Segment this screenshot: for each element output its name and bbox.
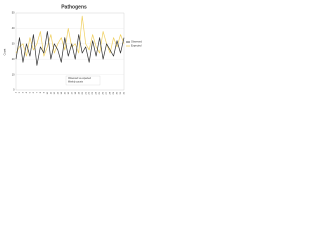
x-tick-label: 6 — [33, 91, 35, 93]
x-tick-label: 7 — [36, 91, 38, 93]
x-tick-label: 9 — [43, 91, 45, 93]
legend-label: Observed — [131, 41, 142, 44]
y-axis-label: Count — [4, 48, 7, 55]
y-tick-label: 20 — [12, 58, 15, 61]
y-tick-label: 50 — [12, 12, 15, 15]
x-tick-label: 18 — [75, 91, 77, 94]
legend-label: Expected — [131, 45, 142, 48]
x-tick-label: 24 — [96, 91, 98, 94]
y-tick-label: 30 — [12, 42, 15, 45]
x-tick-label: 30 — [117, 91, 119, 94]
x-tick-label: 12 — [54, 91, 56, 94]
x-tick-label: 19 — [78, 91, 80, 94]
chart-title: Pathogens — [61, 4, 87, 10]
annotation: Weekly counts — [68, 81, 84, 84]
x-tick-label: 31 — [120, 91, 122, 94]
x-tick-label: 8 — [40, 91, 42, 93]
x-tick-label: 4 — [26, 91, 28, 93]
x-tick-label: 10 — [47, 91, 49, 94]
x-tick-label: 20 — [82, 91, 84, 94]
x-tick-label: 21 — [85, 91, 87, 94]
x-tick-label: 15 — [64, 91, 66, 94]
x-tick-label: 27 — [106, 91, 108, 94]
x-tick-label: 23 — [92, 91, 94, 94]
annotation: Observed vs expected — [68, 77, 92, 80]
x-tick-label: 3 — [23, 91, 25, 93]
annotation-box — [65, 75, 101, 86]
x-tick-label: 25 — [99, 91, 101, 94]
x-tick-label: 16 — [68, 91, 70, 94]
x-tick-label: 28 — [110, 91, 112, 94]
x-tick-label: 22 — [89, 91, 91, 94]
x-tick-label: 14 — [61, 91, 63, 94]
x-tick-label: 1 — [16, 91, 18, 93]
x-tick-label: 13 — [57, 91, 59, 94]
x-tick-label: 32 — [124, 91, 126, 94]
x-tick-label: 2 — [19, 91, 21, 93]
series-line — [15, 15, 125, 57]
series-line — [15, 31, 125, 66]
x-tick-label: 11 — [50, 91, 52, 94]
x-tick-label: 29 — [113, 91, 115, 94]
y-tick-label: 10 — [12, 73, 15, 76]
y-tick-label: 0 — [13, 89, 15, 92]
y-tick-label: 40 — [12, 27, 15, 30]
x-tick-label: 5 — [30, 91, 32, 93]
x-tick-label: 17 — [71, 91, 73, 94]
x-tick-label: 26 — [103, 91, 105, 94]
